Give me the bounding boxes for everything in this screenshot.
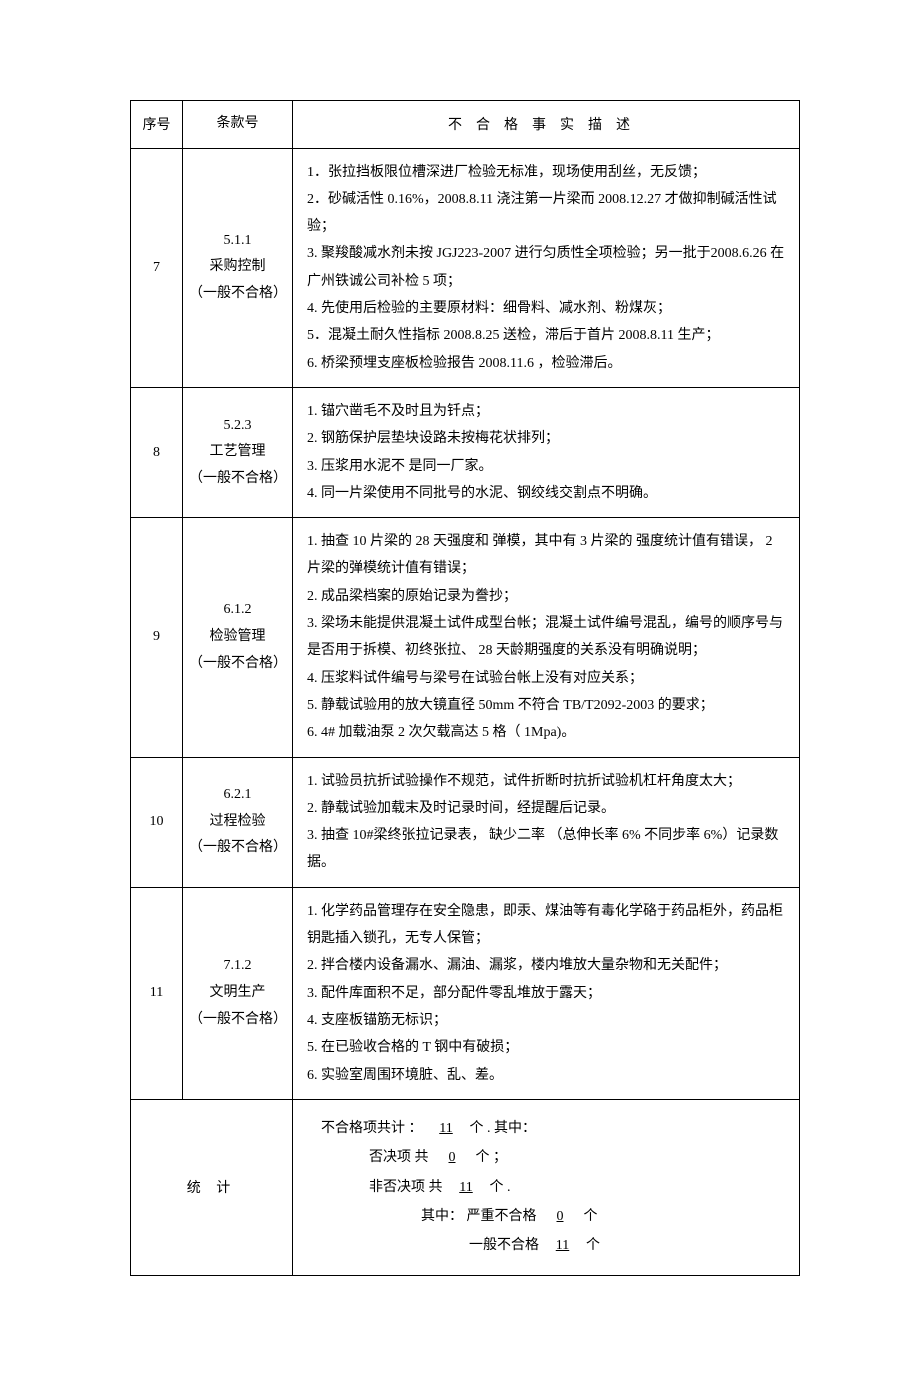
header-desc-text: 不合格事实描述: [448, 118, 644, 133]
cell-clause: 5.1.1采购控制（一般不合格）: [183, 148, 293, 387]
table-row: 9 6.1.2检验管理（一般不合格） 1. 抽查 10 片梁的 28 天强度和 …: [131, 518, 800, 757]
cell-desc: 1．张拉挡板限位槽深进厂检验无标准，现场使用刮丝，无反馈；2．砂碱活性 0.16…: [293, 148, 800, 387]
summary-serious: 0: [540, 1202, 580, 1231]
summary-line-1: 不合格项共计 ： 11 个 . 其中：: [321, 1114, 779, 1143]
cell-clause: 6.2.1过程检验（一般不合格）: [183, 757, 293, 887]
cell-seq: 9: [131, 518, 183, 757]
table-row: 10 6.2.1过程检验（一般不合格） 1. 试验员抗折试验操作不规范，试件折断…: [131, 757, 800, 887]
header-seq: 序号: [131, 101, 183, 149]
table-row: 7 5.1.1采购控制（一般不合格） 1．张拉挡板限位槽深进厂检验无标准，现场使…: [131, 148, 800, 387]
summary-cell: 不合格项共计 ： 11 个 . 其中： 否决项 共 0 个 ； 非否决项 共 1…: [293, 1099, 800, 1275]
table-header-row: 序号 条款号 不合格事实描述: [131, 101, 800, 149]
summary-label: 统 计: [131, 1099, 293, 1275]
summary-veto: 0: [432, 1143, 472, 1172]
header-clause: 条款号: [183, 101, 293, 149]
cell-desc: 1. 试验员抗折试验操作不规范，试件折断时抗折试验机杠杆角度太大；2. 静载试验…: [293, 757, 800, 887]
cell-desc: 1. 化学药品管理存在安全隐患，即汞、煤油等有毒化学硌于药品柜外，药品柜钥匙插入…: [293, 887, 800, 1099]
summary-total: 11: [426, 1114, 466, 1143]
cell-clause: 6.1.2检验管理（一般不合格）: [183, 518, 293, 757]
summary-line-4: 其中： 严重不合格 0 个: [321, 1202, 779, 1231]
nonconformance-table: 序号 条款号 不合格事实描述 7 5.1.1采购控制（一般不合格） 1．张拉挡板…: [130, 100, 800, 1276]
cell-seq: 7: [131, 148, 183, 387]
cell-clause: 7.1.2文明生产（一般不合格）: [183, 887, 293, 1099]
summary-nonveto: 11: [446, 1173, 486, 1202]
summary-line-2: 否决项 共 0 个 ；: [321, 1143, 779, 1172]
cell-desc: 1. 抽查 10 片梁的 28 天强度和 弹模，其中有 3 片梁的 强度统计值有…: [293, 518, 800, 757]
cell-seq: 11: [131, 887, 183, 1099]
cell-desc: 1. 锚穴凿毛不及时且为钎点；2. 钢筋保护层垫块设路未按梅花状排列；3. 压浆…: [293, 387, 800, 517]
summary-line-5: 一般不合格 11 个: [321, 1231, 779, 1260]
table-row: 11 7.1.2文明生产（一般不合格） 1. 化学药品管理存在安全隐患，即汞、煤…: [131, 887, 800, 1099]
table-row: 8 5.2.3工艺管理（一般不合格） 1. 锚穴凿毛不及时且为钎点；2. 钢筋保…: [131, 387, 800, 517]
summary-row: 统 计 不合格项共计 ： 11 个 . 其中： 否决项 共 0 个 ； 非否决项…: [131, 1099, 800, 1275]
cell-seq: 10: [131, 757, 183, 887]
summary-general: 11: [543, 1231, 583, 1260]
cell-clause: 5.2.3工艺管理（一般不合格）: [183, 387, 293, 517]
cell-seq: 8: [131, 387, 183, 517]
header-desc: 不合格事实描述: [293, 101, 800, 149]
summary-line-3: 非否决项 共 11 个 .: [321, 1173, 779, 1202]
